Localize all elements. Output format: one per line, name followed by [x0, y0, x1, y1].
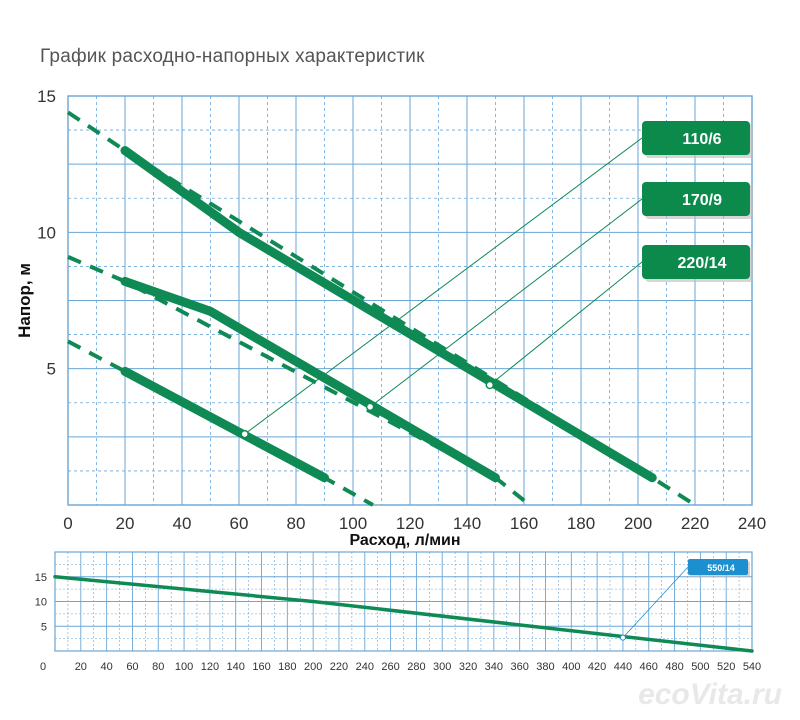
- curve-marker: [365, 402, 375, 412]
- x-tick-label: 80: [287, 514, 306, 533]
- x-tick-label: 240: [356, 661, 374, 673]
- x-tick-label: 160: [510, 514, 538, 533]
- x-tick-label: 120: [201, 661, 219, 673]
- series-label-box: [642, 182, 750, 216]
- x-tick-label: 200: [304, 661, 322, 673]
- curve-extension-dashed: [67, 255, 531, 507]
- curve-marker: [240, 429, 249, 439]
- x-tick-label: 20: [75, 661, 87, 673]
- curve-170-9: [120, 276, 500, 483]
- x-tick-label: 180: [567, 514, 595, 533]
- x-tick-label: 40: [101, 661, 113, 673]
- x-tick-label: 200: [624, 514, 652, 533]
- series-label: 220/14: [678, 255, 727, 272]
- x-tick-label: 180: [278, 661, 296, 673]
- x-tick-label: 140: [453, 514, 481, 533]
- x-tick-label: 480: [665, 661, 683, 673]
- watermark: ecoVita.ru: [638, 678, 782, 711]
- y-tick-label: 10: [37, 223, 56, 242]
- x-tick-label: 400: [562, 661, 580, 673]
- x-tick-label: 540: [743, 661, 761, 673]
- x-tick-label: 0: [40, 661, 46, 673]
- x-tick-label: 500: [691, 661, 709, 673]
- curve-220-14: [120, 146, 657, 483]
- series-label: 550/14: [707, 563, 735, 573]
- series-label: 110/6: [682, 131, 721, 148]
- curve-marker: [485, 380, 495, 390]
- y-tick-label: 5: [47, 360, 56, 379]
- y-tick-label: 15: [37, 87, 56, 106]
- x-tick-label: 20: [116, 514, 135, 533]
- series-label: 170/9: [682, 192, 722, 209]
- y-tick-label: 5: [41, 621, 47, 633]
- series-label-box: [642, 121, 750, 155]
- x-tick-label: 60: [230, 514, 249, 533]
- x-tick-label: 220: [681, 514, 709, 533]
- x-tick-label: 120: [396, 514, 424, 533]
- x-tick-label: 320: [459, 661, 477, 673]
- x-tick-label: 280: [407, 661, 425, 673]
- x-tick-label: 100: [339, 514, 367, 533]
- x-tick-label: 80: [152, 661, 164, 673]
- x-tick-label: 240: [738, 514, 766, 533]
- curve-marker: [619, 634, 626, 641]
- x-tick-label: 420: [588, 661, 606, 673]
- curve-110-6: [120, 366, 329, 483]
- x-tick-label: 300: [433, 661, 451, 673]
- leader-line: [244, 137, 643, 435]
- curve-extension-dashed: [66, 110, 697, 507]
- series-label-box: [688, 559, 748, 575]
- x-tick-label: 380: [536, 661, 554, 673]
- x-tick-label: 340: [485, 661, 503, 673]
- leader-line: [489, 261, 643, 386]
- x-tick-label: 440: [614, 661, 632, 673]
- y-tick-label: 15: [35, 572, 47, 584]
- x-tick-label: 520: [717, 661, 735, 673]
- chart-title: График расходно-напорных характеристик: [40, 46, 425, 67]
- x-tick-label: 360: [510, 661, 528, 673]
- x-tick-label: 40: [173, 514, 192, 533]
- x-tick-label: 220: [330, 661, 348, 673]
- x-axis-label: Расход, л/мин: [349, 532, 460, 549]
- series-label-box: [642, 245, 750, 279]
- x-tick-label: 460: [640, 661, 658, 673]
- x-tick-label: 260: [381, 661, 399, 673]
- x-tick-label: 160: [252, 661, 270, 673]
- x-tick-label: 140: [227, 661, 245, 673]
- curve-550-14: [53, 575, 754, 653]
- y-tick-label: 10: [35, 597, 47, 609]
- x-tick-label: 60: [126, 661, 138, 673]
- y-axis-label: Напор, м: [15, 263, 34, 338]
- x-tick-label: 100: [175, 661, 193, 673]
- leader-line: [369, 198, 643, 408]
- leader-line: [622, 566, 689, 638]
- x-tick-label: 0: [63, 514, 72, 533]
